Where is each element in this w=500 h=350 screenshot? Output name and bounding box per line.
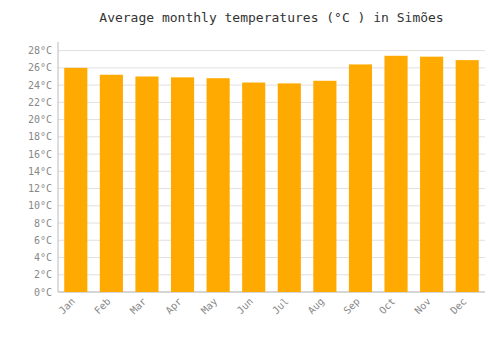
bar [171,77,194,292]
x-tick-label: Apr [163,296,184,317]
y-tick-label: 10°C [28,200,52,211]
y-tick-label: 26°C [28,62,52,73]
y-tick-label: 24°C [28,80,52,91]
x-tick-label: Nov [412,296,433,317]
x-tick-label: Dec [448,296,469,317]
x-tick-label: Sep [341,296,362,317]
x-tick-label: Aug [306,296,327,317]
y-tick-label: 6°C [34,235,52,246]
y-tick-label: 18°C [28,131,52,142]
x-tick-label: May [199,296,220,317]
bar [100,75,123,292]
y-tick-label: 14°C [28,166,52,177]
y-tick-label: 12°C [28,183,52,194]
bar [278,83,301,292]
grid-line [58,50,485,51]
y-tick-label: 20°C [28,114,52,125]
y-tick-label: 22°C [28,97,52,108]
bar [242,83,265,292]
x-tick-label: Feb [92,296,113,317]
chart-svg: Average monthly temperatures (°C ) in Si… [0,0,500,350]
bar [135,76,158,292]
x-tick-label: Jun [235,296,256,317]
y-tick-label: 0°C [34,287,52,298]
bars [64,56,479,292]
bar [349,64,372,292]
x-tick-label: Jan [57,296,78,317]
x-tick-label: Jul [270,296,291,317]
y-tick-label: 28°C [28,45,52,56]
y-tick-label: 16°C [28,149,52,160]
bar [456,60,479,292]
y-tick-label: 2°C [34,269,52,280]
x-tick-label: Mar [128,296,149,317]
chart-container: Average monthly temperatures (°C ) in Si… [0,0,500,350]
x-tick-label: Oct [377,296,398,317]
grid [58,51,485,292]
title: Average monthly temperatures (°C ) in Si… [99,10,443,25]
y-axis-line [58,42,59,292]
y-tick-label: 4°C [34,252,52,263]
bar [384,56,407,292]
y-tick-label: 8°C [34,218,52,229]
bar [420,57,443,292]
bar [313,81,336,292]
bar [64,68,87,292]
bar [207,78,230,292]
